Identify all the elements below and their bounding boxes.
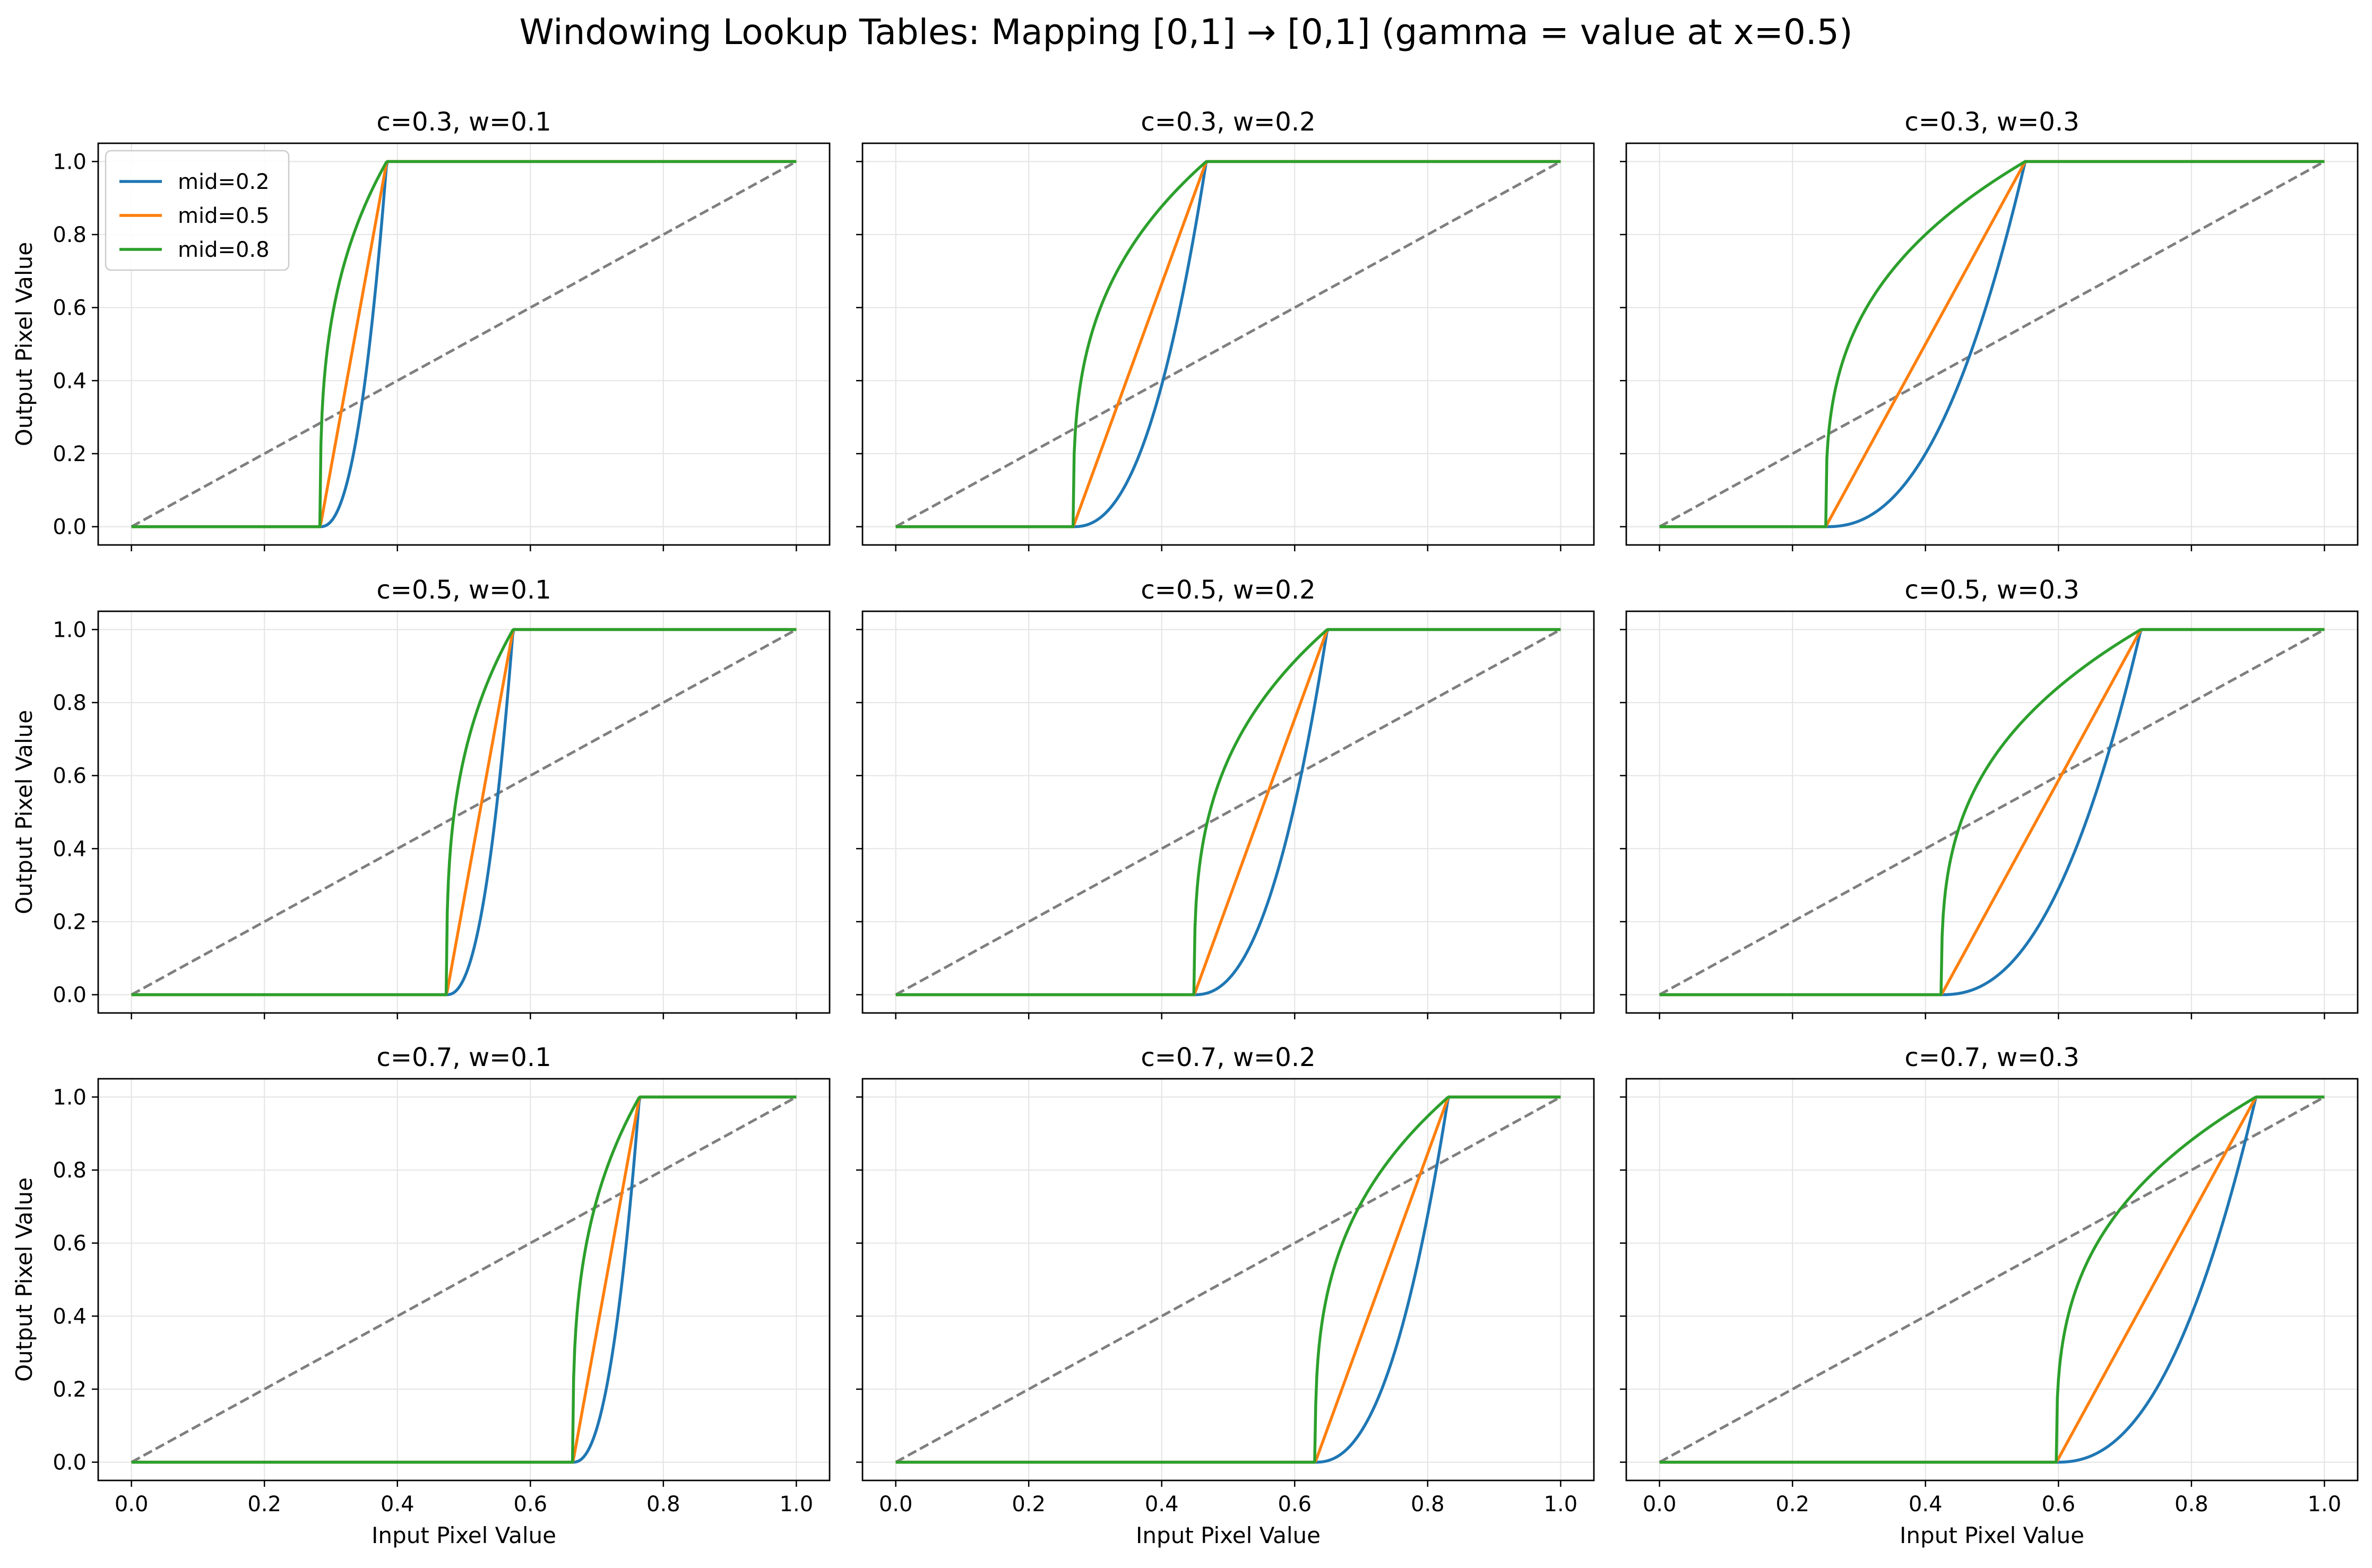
x-tick-label: 0.6 [2041,1492,2075,1517]
identity-line [131,1096,797,1463]
x-tick-label: 0.8 [2175,1492,2209,1517]
x-axis-label: Input Pixel Value [1900,1522,2084,1548]
identity-line [1659,160,2325,528]
y-tick-label: 1.0 [53,618,87,642]
axes-frame [97,142,831,546]
series-line-mid-0_8 [895,628,1562,997]
y-tick-label: 0.6 [53,1232,87,1256]
identity-line [131,628,797,996]
x-tick-label: 0.8 [1411,1492,1445,1517]
series-line-mid-0_8 [131,160,797,529]
axes-frame [1625,1078,2359,1482]
axes-frame [861,610,1595,1014]
y-tick-label: 0.6 [53,296,87,320]
figure-title: Windowing Lookup Tables: Mapping [0,1] →… [519,12,1853,53]
y-tick-label: 0.8 [53,223,87,247]
subplot: 0.0 0.2 0.4 0.6 0.8 1.0 c=0.7, w=0.3 Input Pixe… [1620,1043,2359,1548]
x-tick-label: 0.4 [381,1492,415,1517]
x-axis-label: Input Pixel Value [372,1522,556,1548]
y-axis-label: Output Pixel Value [11,710,37,914]
subplot: c=0.5, w=0.3 [1620,575,2359,1019]
subplot-title: c=0.7, w=0.2 [1141,1043,1315,1072]
series-line-mid-0_8 [131,1095,797,1464]
y-tick-label: 0.2 [53,1378,87,1402]
subplot-title: c=0.5, w=0.1 [376,575,551,605]
subplot-title: c=0.3, w=0.1 [376,107,551,137]
y-tick-label: 0.4 [53,837,87,861]
x-tick-label: 0.2 [1012,1492,1046,1517]
y-tick-label: 0.0 [53,983,87,1008]
series-line-mid-0_8 [1659,1095,2325,1464]
x-tick-label: 0.8 [646,1492,680,1517]
subplot: 0.0 0.2 0.4 0.6 0.8 1.0 0.0 0.2 0.4 0.6 0.8 1.0 c=0.… [11,1043,831,1548]
y-tick-label: 0.4 [53,1304,87,1329]
legend: mid=0.2 mid=0.5 mid=0.8 [105,150,290,271]
y-tick-label: 0.6 [53,764,87,789]
subplot: 0.0 0.2 0.4 0.6 0.8 1.0 c=0.7, w=0.2 Input Pixe… [856,1043,1595,1548]
x-tick-label: 0.0 [1643,1492,1677,1517]
y-tick-label: 1.0 [53,1085,87,1110]
subplot: c=0.3, w=0.2 [856,107,1595,551]
series-line-mid-0_8 [895,1095,1562,1464]
subplot: 0.0 0.2 0.4 0.6 0.8 1.0 c=0.5, w=0.1 Output Pix… [11,575,831,1019]
axes-frame [97,1078,831,1482]
x-tick-label: 0.0 [115,1492,149,1517]
identity-line [895,628,1562,996]
identity-line [895,1096,1562,1463]
y-tick-label: 0.2 [53,910,87,934]
subplot-title: c=0.7, w=0.1 [376,1043,551,1072]
series-line-mid-0_8 [895,160,1562,529]
series-line-mid-0_8 [131,628,797,997]
x-tick-label: 0.0 [879,1492,913,1517]
identity-line [895,160,1562,528]
subplot-title: c=0.5, w=0.2 [1141,575,1315,605]
subplot: c=0.3, w=0.3 [1620,107,2359,551]
legend-entry-label: mid=0.5 [178,204,270,228]
axes-frame [1625,142,2359,546]
subplot-title: c=0.5, w=0.3 [1904,575,2079,605]
legend-entry-label: mid=0.8 [178,238,270,262]
subplot-title: c=0.3, w=0.2 [1141,107,1315,137]
axes-frame [97,610,831,1014]
subplot: 0.0 0.2 0.4 0.6 0.8 1.0 c=0.3, w=0.1 Output Pix… [11,107,831,551]
x-tick-label: 0.4 [1145,1492,1179,1517]
y-tick-label: 0.8 [53,1158,87,1183]
y-tick-label: 1.0 [53,150,87,174]
x-tick-label: 1.0 [780,1492,814,1517]
y-tick-label: 0.8 [53,691,87,715]
series-line-mid-0_8 [1659,160,2325,529]
series-line-mid-0_8 [1659,628,2325,997]
x-axis-label: Input Pixel Value [1136,1522,1321,1548]
y-tick-label: 0.0 [53,1451,87,1475]
x-tick-label: 1.0 [1544,1492,1578,1517]
identity-line [131,160,797,528]
subplot-title: c=0.7, w=0.3 [1904,1043,2079,1072]
x-tick-label: 0.6 [1278,1492,1312,1517]
x-tick-label: 1.0 [2308,1492,2342,1517]
legend-entry-label: mid=0.2 [178,170,270,194]
subplot-title: c=0.3, w=0.3 [1904,107,2079,137]
axes-frame [861,142,1595,546]
y-axis-label: Output Pixel Value [11,242,37,446]
identity-line [1659,628,2325,996]
y-tick-label: 0.2 [53,442,87,466]
axes-frame [861,1078,1595,1482]
x-tick-label: 0.2 [1775,1492,1809,1517]
axes-frame [1625,610,2359,1014]
subplot: c=0.5, w=0.2 [856,575,1595,1019]
x-tick-label: 0.4 [1909,1492,1943,1517]
x-tick-label: 0.2 [247,1492,281,1517]
y-axis-label: Output Pixel Value [11,1177,37,1382]
y-tick-label: 0.0 [53,515,87,540]
x-tick-label: 0.6 [513,1492,547,1517]
y-tick-label: 0.4 [53,369,87,393]
identity-line [1659,1096,2325,1463]
